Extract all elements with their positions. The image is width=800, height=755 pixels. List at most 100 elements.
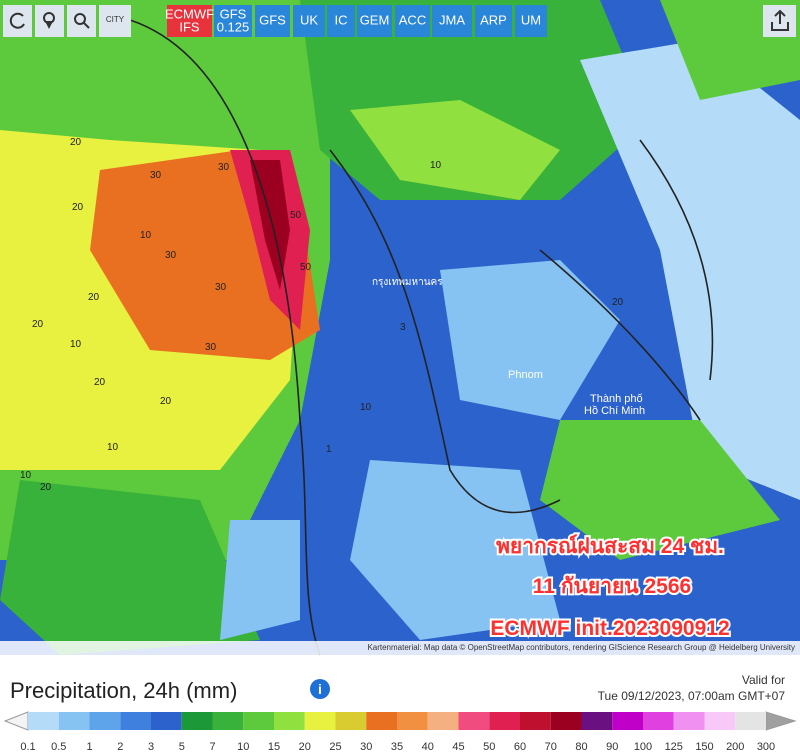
legend-label: 0.5	[51, 741, 66, 753]
button-bg	[214, 5, 252, 37]
legend-label: 5	[179, 741, 185, 753]
contour-label: 10	[70, 339, 82, 350]
contour-label: 20	[88, 292, 100, 303]
legend-label: 15	[268, 741, 280, 753]
legend-swatch	[243, 712, 274, 730]
legend-swatch	[550, 712, 582, 730]
button-label: JMA	[439, 12, 465, 27]
model-button[interactable]: ARP	[475, 5, 512, 37]
model-button[interactable]: IC	[327, 5, 355, 37]
button-bg	[255, 5, 290, 37]
legend-label: 200	[726, 741, 744, 753]
legend-label: 25	[329, 741, 341, 753]
legend-label: 80	[575, 741, 587, 753]
legend-swatch	[28, 712, 59, 730]
legend-swatch	[612, 712, 643, 730]
contour-label: 20	[612, 297, 624, 308]
attribution: Kartenmaterial: Map data © OpenStreetMap…	[367, 643, 795, 652]
legend-swatch	[212, 712, 244, 730]
button-bg	[432, 5, 472, 37]
button-label: IC	[335, 12, 348, 27]
contour-label: 50	[300, 262, 312, 273]
button-label: ECMWF	[165, 6, 214, 21]
contour-label: 30	[205, 342, 217, 353]
legend-label: 40	[422, 741, 434, 753]
legend-label: 100	[634, 741, 652, 753]
contour-label: 20	[70, 137, 82, 148]
info-icon: i	[318, 681, 322, 697]
legend-swatch	[489, 712, 520, 730]
model-button[interactable]: GEM	[357, 5, 392, 37]
model-button[interactable]: JMA	[432, 5, 472, 37]
legend-swatch	[735, 712, 766, 730]
legend-swatch	[520, 712, 551, 730]
legend-swatch	[643, 712, 674, 730]
button-bg	[167, 5, 212, 37]
legend-swatch	[151, 712, 182, 730]
button-label: ACC	[399, 12, 426, 27]
model-button[interactable]: GFS	[255, 5, 290, 37]
city-button[interactable]	[99, 5, 131, 37]
valid-time: Tue 09/12/2023, 07:00am GMT+07	[598, 689, 786, 703]
contour-label: 10	[140, 230, 152, 241]
contour-label: 10	[20, 470, 32, 481]
place-label: Thành phố	[590, 393, 643, 405]
button-label: GFS	[220, 6, 247, 21]
legend-swatch	[274, 712, 305, 730]
legend-swatch	[58, 712, 90, 730]
legend-label: 150	[695, 741, 713, 753]
contour-label: 30	[218, 162, 230, 173]
legend-swatch	[397, 712, 428, 730]
legend-label: 60	[514, 741, 526, 753]
button-bg	[327, 5, 355, 37]
footer-title: Precipitation, 24h (mm)	[10, 678, 237, 703]
contour-label: 3	[400, 322, 406, 333]
zoom-button[interactable]	[67, 5, 96, 37]
legend-label: 300	[757, 741, 775, 753]
button-label: GFS	[259, 12, 286, 27]
legend-swatch	[89, 712, 121, 730]
legend-swatch	[673, 712, 705, 730]
legend-swatch	[581, 712, 613, 730]
contour-label: 10	[430, 160, 442, 171]
overlay-text: 11 กันยายน 2566	[533, 575, 691, 598]
legend-label: 50	[483, 741, 495, 753]
button-bg	[357, 5, 392, 37]
reload-button[interactable]	[3, 5, 32, 37]
contour-label: 20	[40, 482, 52, 493]
contour-label: 10	[107, 442, 119, 453]
button-bg	[475, 5, 512, 37]
button-bg	[395, 5, 430, 37]
valid-label: Valid for	[742, 673, 785, 687]
place-label: Hồ Chí Minh	[584, 405, 645, 417]
button-label: UM	[521, 12, 541, 27]
contour-label: 20	[72, 202, 84, 213]
legend: 0.1 0.5 1 2 3 5 7 10 15 20 25 30 35 40 45 50 60 70 80 90 100…	[3, 711, 797, 753]
overlay-text: ECMWF init.2023090912	[490, 617, 729, 640]
model-button[interactable]: UM	[515, 5, 547, 37]
legend-label: 2	[117, 741, 123, 753]
legend-swatch	[181, 712, 213, 730]
model-button[interactable]: ACC	[395, 5, 430, 37]
button-bg	[515, 5, 547, 37]
legend-swatch	[120, 712, 151, 730]
button-sub: IFS	[179, 19, 200, 34]
button-label: ARP	[480, 12, 507, 27]
info-button[interactable]	[310, 679, 330, 699]
legend-label: 35	[391, 741, 403, 753]
contour-label: 30	[215, 282, 227, 293]
legend-label: 45	[452, 741, 464, 753]
contour-label: 20	[94, 377, 106, 388]
contour-label: 50	[290, 210, 302, 221]
contour-label: 30	[150, 170, 162, 181]
legend-label: 20	[299, 741, 311, 753]
legend-swatch	[458, 712, 490, 730]
contour-label: 10	[360, 402, 372, 413]
contour-label: 30	[165, 250, 177, 261]
model-button[interactable]: UK	[293, 5, 325, 37]
legend-swatch	[304, 712, 336, 730]
